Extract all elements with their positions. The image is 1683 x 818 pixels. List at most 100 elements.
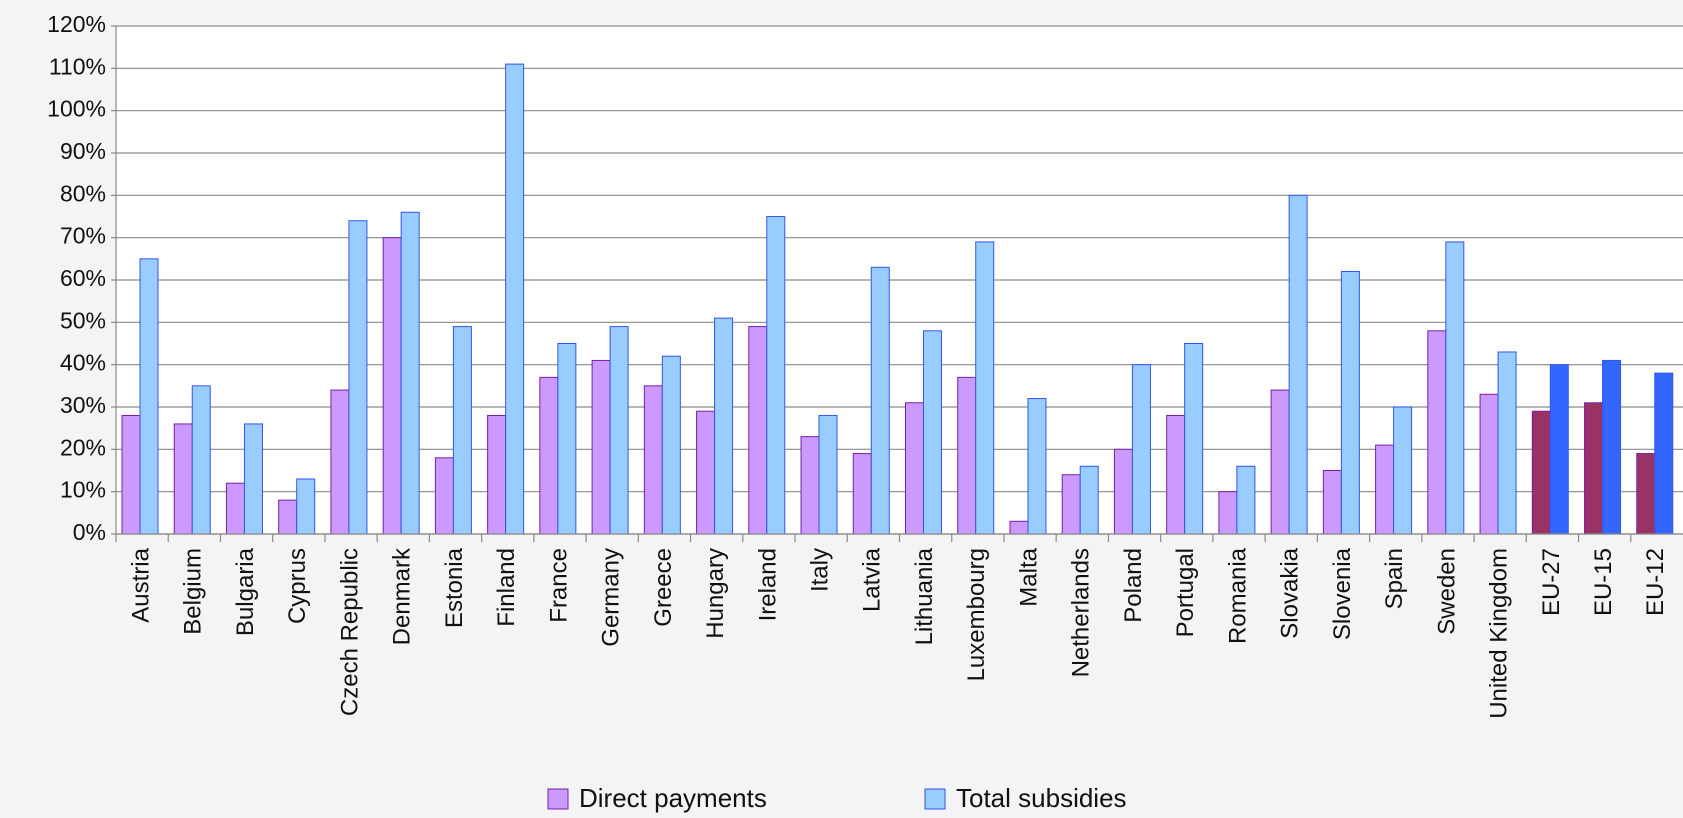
bar	[1445, 241, 1465, 535]
x-tick-label: Latvia	[859, 547, 886, 612]
bar	[1549, 364, 1569, 535]
bar	[1236, 465, 1256, 535]
bar	[1027, 398, 1047, 535]
bar	[661, 355, 681, 535]
bar	[975, 241, 995, 535]
legend-item: Total subsidies	[924, 783, 1127, 813]
x-tick-label: EU-12	[1642, 548, 1669, 616]
legend-item: Direct payments	[547, 783, 767, 813]
bar	[382, 237, 402, 535]
y-tick-label: 20%	[60, 434, 106, 460]
x-tick-label: Sweden	[1433, 548, 1460, 635]
legend-label: Direct payments	[579, 783, 767, 813]
bar	[905, 402, 924, 535]
legend-swatch	[924, 788, 946, 810]
bar	[557, 343, 577, 535]
x-tick-label: Italy	[806, 548, 833, 592]
bar	[1531, 410, 1551, 535]
y-tick-label: 90%	[60, 138, 106, 164]
x-tick-label: EU-27	[1538, 548, 1565, 616]
y-tick-label: 0%	[73, 519, 106, 545]
x-tick-label: Czech Republic	[336, 548, 363, 716]
x-tick-label: Austria	[127, 547, 154, 622]
bar	[1340, 271, 1360, 535]
bar	[714, 317, 734, 535]
bar	[139, 258, 159, 535]
x-tick-label: Estonia	[441, 547, 468, 628]
bar	[278, 499, 298, 535]
bar	[539, 376, 559, 535]
x-tick-label: United Kingdom	[1486, 548, 1513, 719]
x-tick-label: Romania	[1224, 547, 1251, 644]
bar	[957, 376, 977, 535]
y-tick-label: 70%	[60, 223, 106, 249]
bar	[852, 453, 872, 535]
x-tick-label: Bulgaria	[232, 547, 259, 636]
x-tick-label: Lithuania	[911, 547, 938, 645]
bar	[1166, 414, 1186, 535]
x-tick-label: Netherlands	[1068, 548, 1095, 677]
bar	[800, 436, 820, 535]
bar	[591, 359, 611, 535]
bar	[1602, 359, 1622, 535]
bar	[330, 389, 350, 535]
bar	[121, 414, 141, 535]
bar	[505, 63, 525, 535]
y-tick-label: 30%	[60, 392, 106, 418]
x-tick-label: Cyprus	[284, 548, 311, 624]
bar	[870, 266, 890, 535]
x-tick-label: Portugal	[1172, 548, 1199, 637]
bar	[348, 220, 368, 535]
y-tick-label: 80%	[60, 180, 106, 206]
bar	[1184, 343, 1204, 535]
y-tick-label: 120%	[47, 11, 106, 37]
y-tick-label: 110%	[49, 53, 106, 79]
bar	[1079, 465, 1099, 535]
bar	[748, 326, 768, 535]
x-tick-label: Slovenia	[1329, 547, 1356, 640]
x-tick-label: Spain	[1381, 548, 1408, 609]
y-tick-label: 10%	[60, 477, 106, 503]
legend-label: Total subsidies	[956, 783, 1127, 813]
bar	[1218, 491, 1238, 535]
bar	[191, 385, 211, 535]
y-tick-label: 40%	[60, 350, 106, 376]
bar	[1497, 351, 1517, 535]
x-tick-label: France	[545, 548, 572, 623]
bar	[1131, 364, 1151, 535]
x-tick-label: Malta	[1015, 547, 1042, 606]
bar	[487, 414, 507, 535]
bar	[1322, 470, 1342, 535]
bar	[766, 216, 786, 535]
bar	[818, 414, 838, 535]
bar	[452, 326, 472, 535]
x-tick-label: Poland	[1120, 548, 1147, 623]
x-tick-label: Germany	[598, 548, 625, 647]
legend-swatch	[547, 788, 569, 810]
x-tick-label: Luxembourg	[963, 548, 990, 681]
bar	[434, 457, 454, 535]
bar	[1479, 393, 1499, 535]
x-tick-label: EU-15	[1590, 548, 1617, 616]
bar	[1288, 194, 1308, 535]
x-tick-label: Greece	[650, 548, 677, 627]
bar	[1113, 448, 1133, 535]
bar	[923, 330, 942, 535]
x-tick-label: Slovakia	[1277, 547, 1304, 638]
bar	[1061, 474, 1081, 535]
bar	[696, 410, 716, 535]
bar	[1270, 389, 1290, 535]
bar	[643, 385, 663, 535]
bar	[1393, 406, 1413, 535]
bar	[1584, 402, 1604, 535]
y-tick-label: 50%	[60, 307, 106, 333]
bar	[609, 326, 629, 535]
bar	[1636, 453, 1656, 535]
y-tick-label: 60%	[60, 265, 106, 291]
x-tick-label: Hungary	[702, 548, 729, 639]
bar	[1654, 372, 1674, 535]
bar	[243, 423, 263, 535]
bar	[1427, 330, 1447, 535]
